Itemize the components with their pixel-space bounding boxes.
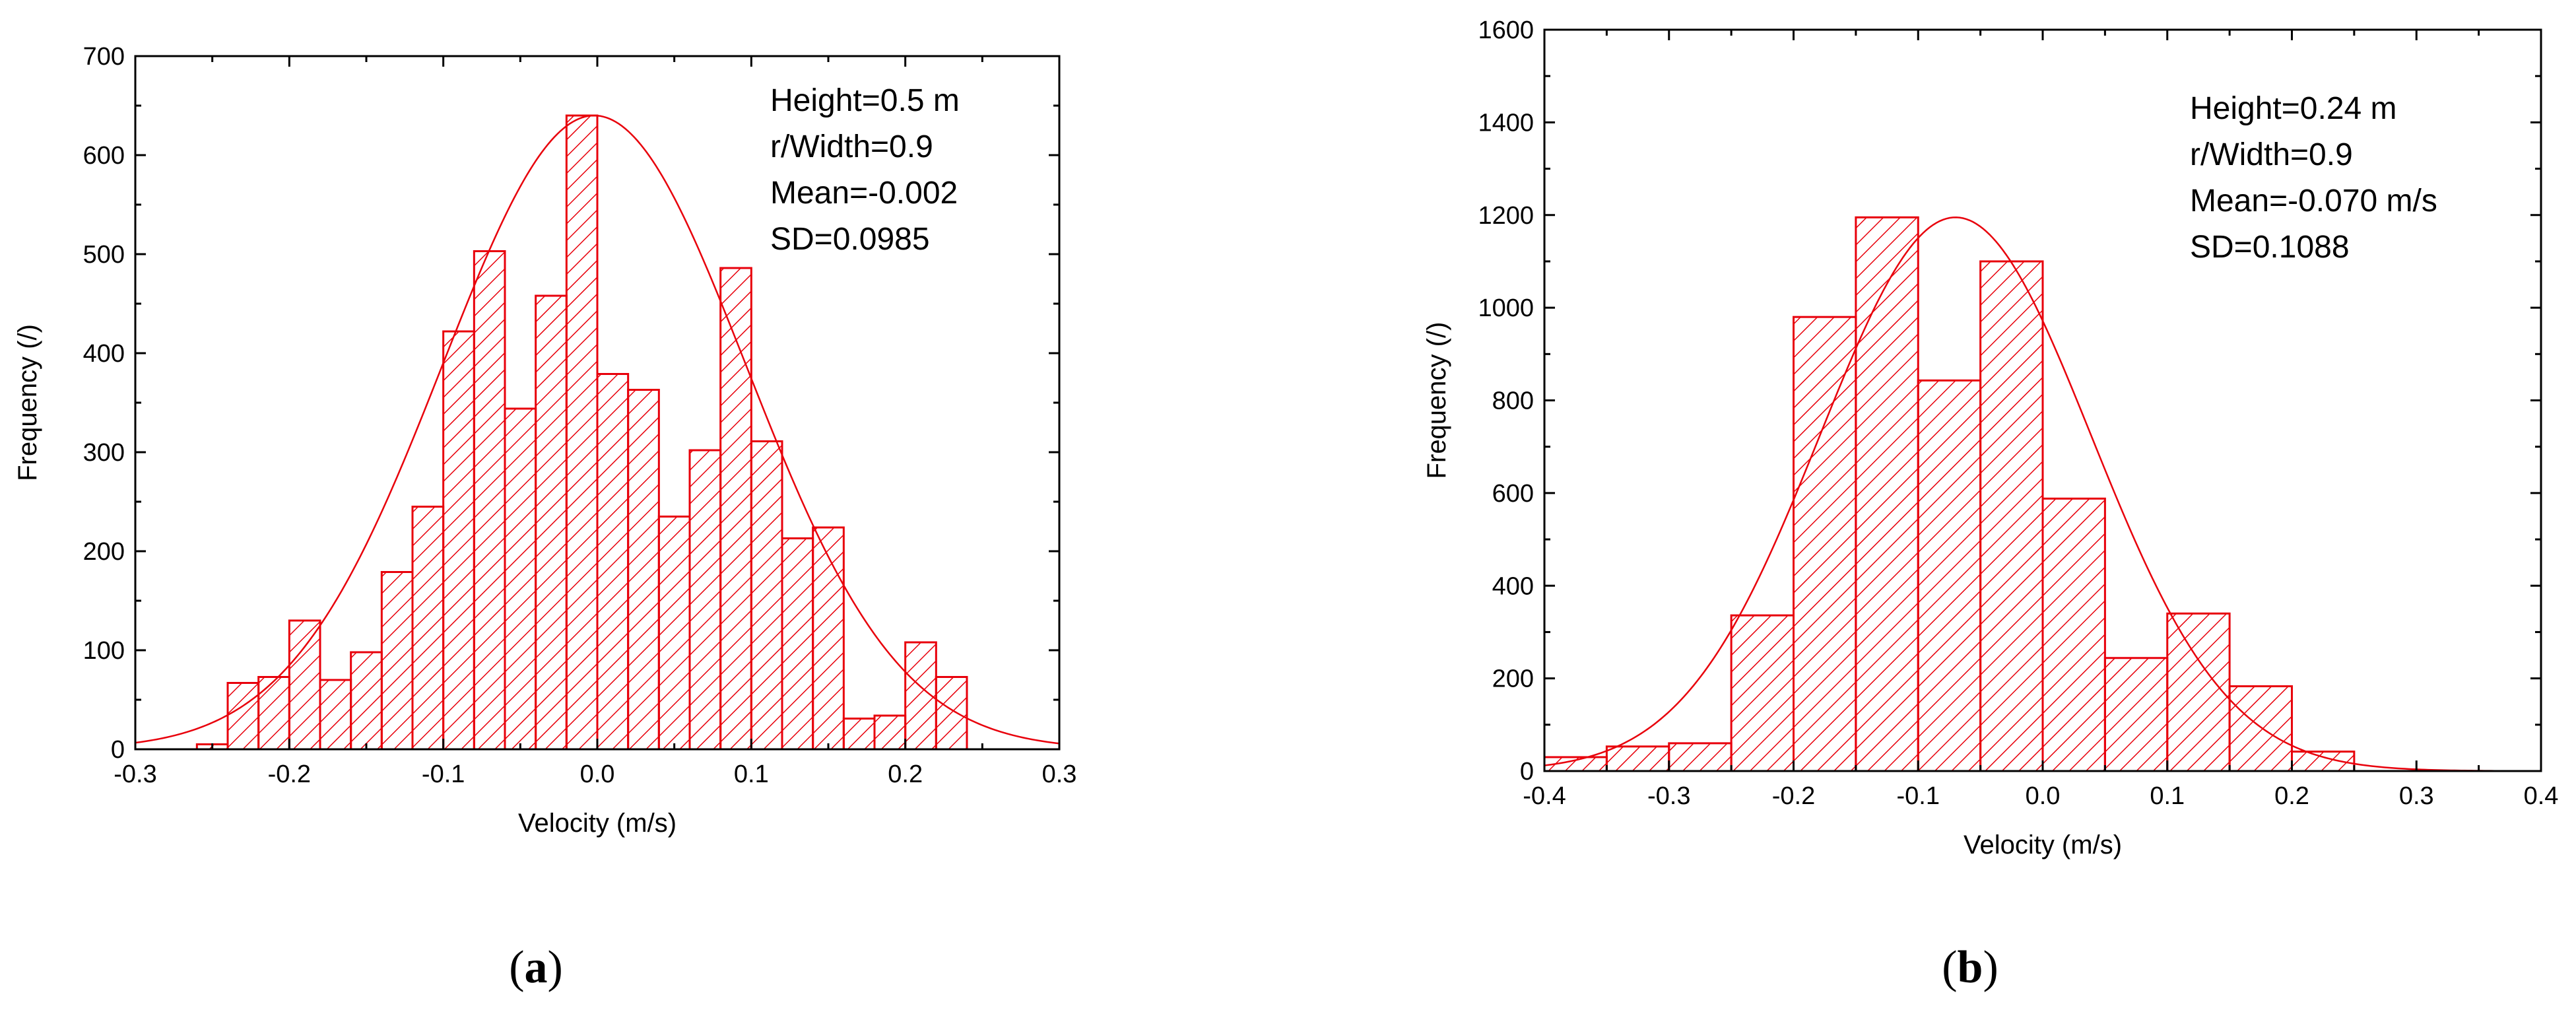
histogram-panel-b: -0.4 -0.3 -0.2 -0.1 0.0 0.1 0.2 0.3 0.4 0 200 400 6… (1422, 17, 2558, 993)
x-tick-label: -0.1 (422, 760, 465, 788)
y-axis-label-b: Frequency (/) (1422, 322, 1451, 479)
y-tick-label: 400 (1492, 572, 1534, 600)
x-tick-label: 0.0 (580, 760, 615, 788)
x-tick-label: -0.2 (268, 760, 311, 788)
x-ticks-b: -0.4 -0.3 -0.2 -0.1 0.0 0.1 0.2 0.3 0.4 (1523, 30, 2558, 810)
histogram-bar (288, 619, 321, 751)
x-tick-label: 0.0 (2026, 782, 2061, 810)
x-tick-label: -0.1 (1897, 782, 1940, 810)
panel-letter-a: a (525, 942, 548, 993)
histogram-b-bars (1543, 216, 2356, 772)
histogram-bar (473, 250, 506, 751)
x-tick-label: 0.1 (2150, 782, 2185, 810)
y-tick-label: 100 (83, 637, 125, 665)
histogram-bar (1605, 745, 1670, 772)
y-tick-label: 1000 (1478, 294, 1534, 322)
panel-label-b: (b) (1942, 942, 1998, 993)
x-tick-label: -0.4 (1523, 782, 1566, 810)
y-tick-label: 300 (83, 439, 125, 467)
histogram-bar (319, 679, 352, 751)
histogram-bar (1917, 379, 1982, 772)
y-tick-label: 500 (83, 241, 125, 269)
histogram-bar (781, 537, 814, 751)
y-tick-label: 200 (83, 538, 125, 566)
x-tick-label: 0.3 (2399, 782, 2434, 810)
histogram-bar (657, 516, 691, 751)
y-axis-label-a: Frequency (/) (13, 324, 42, 481)
panel-letter-b: b (1958, 942, 1983, 993)
histogram-bar (535, 294, 568, 751)
histogram-bar (257, 676, 290, 751)
y-tick-label: 600 (1492, 480, 1534, 508)
histogram-bar (935, 676, 968, 751)
y-tick-label: 700 (83, 43, 125, 71)
histogram-bar (1730, 614, 1795, 772)
x-tick-label: 0.2 (888, 760, 923, 788)
x-tick-label: 0.2 (2274, 782, 2309, 810)
normal-fit-curve-a (135, 114, 1060, 745)
x-tick-label: 0.3 (1042, 760, 1077, 788)
normal-fit-curve-b (1544, 217, 2542, 772)
annotation-sd-a: SD=0.0985 (770, 222, 930, 257)
histogram-bar (750, 440, 783, 751)
y-tick-label: 600 (83, 142, 125, 170)
histogram-bar (627, 389, 660, 751)
annotation-height-b: Height=0.24 m (2190, 91, 2397, 126)
histogram-bar (1668, 742, 1733, 772)
histogram-bar (350, 651, 383, 751)
histogram-bar (2166, 612, 2231, 772)
histogram-bar (380, 571, 414, 751)
annotation-rwidth-b: r/Width=0.9 (2190, 137, 2353, 172)
histogram-bar (1979, 260, 2044, 772)
histogram-panel-a: -0.3 -0.2 -0.1 0.0 0.1 0.2 0.3 0 100 200 300 400 50… (13, 43, 1076, 993)
histogram-bar (1793, 316, 1857, 772)
histogram-bar (411, 506, 445, 751)
y-tick-label: 400 (83, 340, 125, 368)
y-tick-label: 0 (111, 736, 125, 764)
x-tick-label: 0.1 (734, 760, 769, 788)
annotation-mean-b: Mean=-0.070 m/s (2190, 184, 2437, 219)
histogram-bar (688, 449, 722, 751)
histogram-bar (873, 714, 907, 751)
histogram-bar (504, 407, 537, 751)
x-tick-label: -0.2 (1772, 782, 1815, 810)
y-ticks-b: 0 200 400 600 800 1000 1200 1400 1600 (1478, 17, 2541, 786)
histogram-bar (2103, 657, 2169, 772)
annotation-sd-b: SD=0.1088 (2190, 230, 2350, 265)
y-tick-label: 1400 (1478, 109, 1534, 137)
histogram-bar (812, 526, 845, 751)
histogram-bar (1855, 216, 1919, 772)
annotation-rwidth-a: r/Width=0.9 (770, 129, 933, 164)
panel-label-a: (a) (509, 942, 563, 993)
histogram-bar (842, 718, 876, 751)
histogram-bar (2228, 685, 2293, 772)
y-tick-label: 800 (1492, 388, 1534, 415)
annotation-height-a: Height=0.5 m (770, 83, 960, 118)
x-axis-label-b: Velocity (m/s) (1964, 830, 2122, 860)
y-ticks-a: 0 100 200 300 400 500 600 700 (83, 43, 1059, 764)
x-tick-label: 0.4 (2524, 782, 2559, 810)
y-tick-label: 1600 (1478, 17, 1534, 44)
histogram-bar (2041, 497, 2106, 772)
x-tick-label: -0.3 (1647, 782, 1690, 810)
histogram-a-bars (195, 114, 968, 751)
histogram-bar (596, 373, 630, 751)
y-tick-label: 0 (1520, 758, 1534, 786)
histogram-bar (565, 114, 599, 751)
histogram-bar (442, 330, 475, 751)
x-axis-label-a: Velocity (m/s) (518, 809, 677, 838)
y-tick-label: 200 (1492, 665, 1534, 693)
x-tick-label: -0.3 (114, 760, 156, 788)
y-tick-label: 1200 (1478, 202, 1534, 230)
histogram-bar (226, 682, 260, 751)
annotation-mean-a: Mean=-0.002 (770, 176, 958, 211)
x-ticks-a: -0.3 -0.2 -0.1 0.0 0.1 0.2 0.3 (114, 56, 1076, 788)
